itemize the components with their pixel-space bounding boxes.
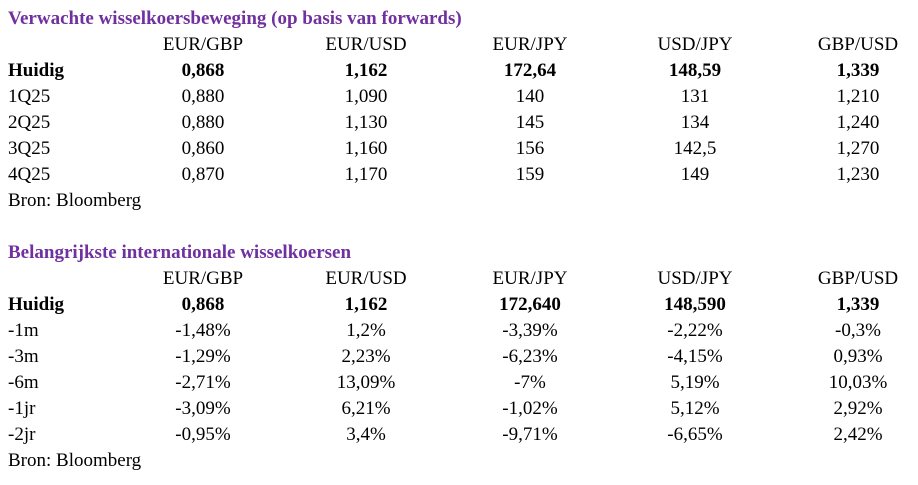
cell: 1,339 (836, 294, 880, 315)
cell: 172,640 (499, 294, 561, 315)
cell: 1,090 (344, 86, 388, 107)
cell: 1,339 (836, 60, 880, 81)
cell: 2,42% (833, 424, 883, 445)
cell: 0,868 (181, 60, 225, 81)
cell: 0,870 (181, 164, 225, 185)
cell: 1,240 (836, 112, 880, 133)
cell: 142,5 (673, 138, 717, 159)
cell: 0,880 (181, 86, 225, 107)
row-label: 2Q25 (8, 112, 51, 133)
cell: 1,210 (836, 86, 880, 107)
cell: 0,868 (181, 294, 225, 315)
row-label: -3m (8, 346, 39, 367)
column-header: EUR/USD (325, 268, 407, 289)
column-header: EUR/JPY (492, 268, 568, 289)
cell: -2,22% (667, 320, 723, 341)
cell: -6,23% (502, 346, 558, 367)
cell: 5,12% (670, 398, 720, 419)
row-label: -1m (8, 320, 39, 341)
cell: 156 (515, 138, 545, 159)
row-label: Huidig (8, 294, 64, 315)
cell: -7% (514, 372, 546, 393)
cell: 1,2% (346, 320, 386, 341)
table-title: Verwachte wisselkoersbeweging (op basis … (8, 8, 462, 29)
cell: 131 (680, 86, 710, 107)
cell: -4,15% (667, 346, 723, 367)
row-label: 1Q25 (8, 86, 51, 107)
column-header: EUR/USD (325, 34, 407, 55)
column-header: GBP/USD (817, 34, 899, 55)
cell: 145 (515, 112, 545, 133)
cell: -3,09% (175, 398, 231, 419)
cell: 159 (515, 164, 545, 185)
column-header: EUR/JPY (492, 34, 568, 55)
table-title: Belangrijkste internationale wisselkoers… (8, 242, 352, 263)
cell: 6,21% (341, 398, 391, 419)
column-header: EUR/GBP (162, 34, 244, 55)
row-label: -1jr (8, 398, 36, 419)
cell: -1,48% (175, 320, 231, 341)
cell: 0,880 (181, 112, 225, 133)
row-label: 3Q25 (8, 138, 51, 159)
cell: 5,19% (670, 372, 720, 393)
row-label: -6m (8, 372, 39, 393)
row-label: Huidig (8, 60, 64, 81)
cell: 2,23% (341, 346, 391, 367)
cell: 1,230 (836, 164, 880, 185)
cell: 149 (680, 164, 710, 185)
cell: 134 (680, 112, 710, 133)
cell: 1,130 (344, 112, 388, 133)
cell: -0,3% (835, 320, 881, 341)
cell: 148,59 (668, 60, 722, 81)
cell: -0,95% (175, 424, 231, 445)
column-header: EUR/GBP (162, 268, 244, 289)
cell: 13,09% (336, 372, 396, 393)
cell: -2,71% (175, 372, 231, 393)
cell: 1,160 (344, 138, 388, 159)
cell: -1,29% (175, 346, 231, 367)
cell: -1,02% (502, 398, 558, 419)
cell: -9,71% (502, 424, 558, 445)
cell: -6,65% (667, 424, 723, 445)
cell: 1,162 (344, 60, 388, 81)
column-header: USD/JPY (657, 34, 733, 55)
cell: 140 (515, 86, 545, 107)
cell: 10,03% (828, 372, 888, 393)
source-note: Bron: Bloomberg (8, 190, 142, 211)
cell: 2,92% (833, 398, 883, 419)
cell: 1,162 (344, 294, 388, 315)
cell: 3,4% (346, 424, 386, 445)
column-header: USD/JPY (657, 268, 733, 289)
cell: -3,39% (502, 320, 558, 341)
cell: 1,170 (344, 164, 388, 185)
cell: 0,860 (181, 138, 225, 159)
cell: 1,270 (836, 138, 880, 159)
cell: 172,64 (503, 60, 557, 81)
cell: 148,590 (664, 294, 726, 315)
row-label: 4Q25 (8, 164, 51, 185)
source-note: Bron: Bloomberg (8, 450, 142, 471)
column-header: GBP/USD (817, 268, 899, 289)
row-label: -2jr (8, 424, 36, 445)
cell: 0,93% (833, 346, 883, 367)
